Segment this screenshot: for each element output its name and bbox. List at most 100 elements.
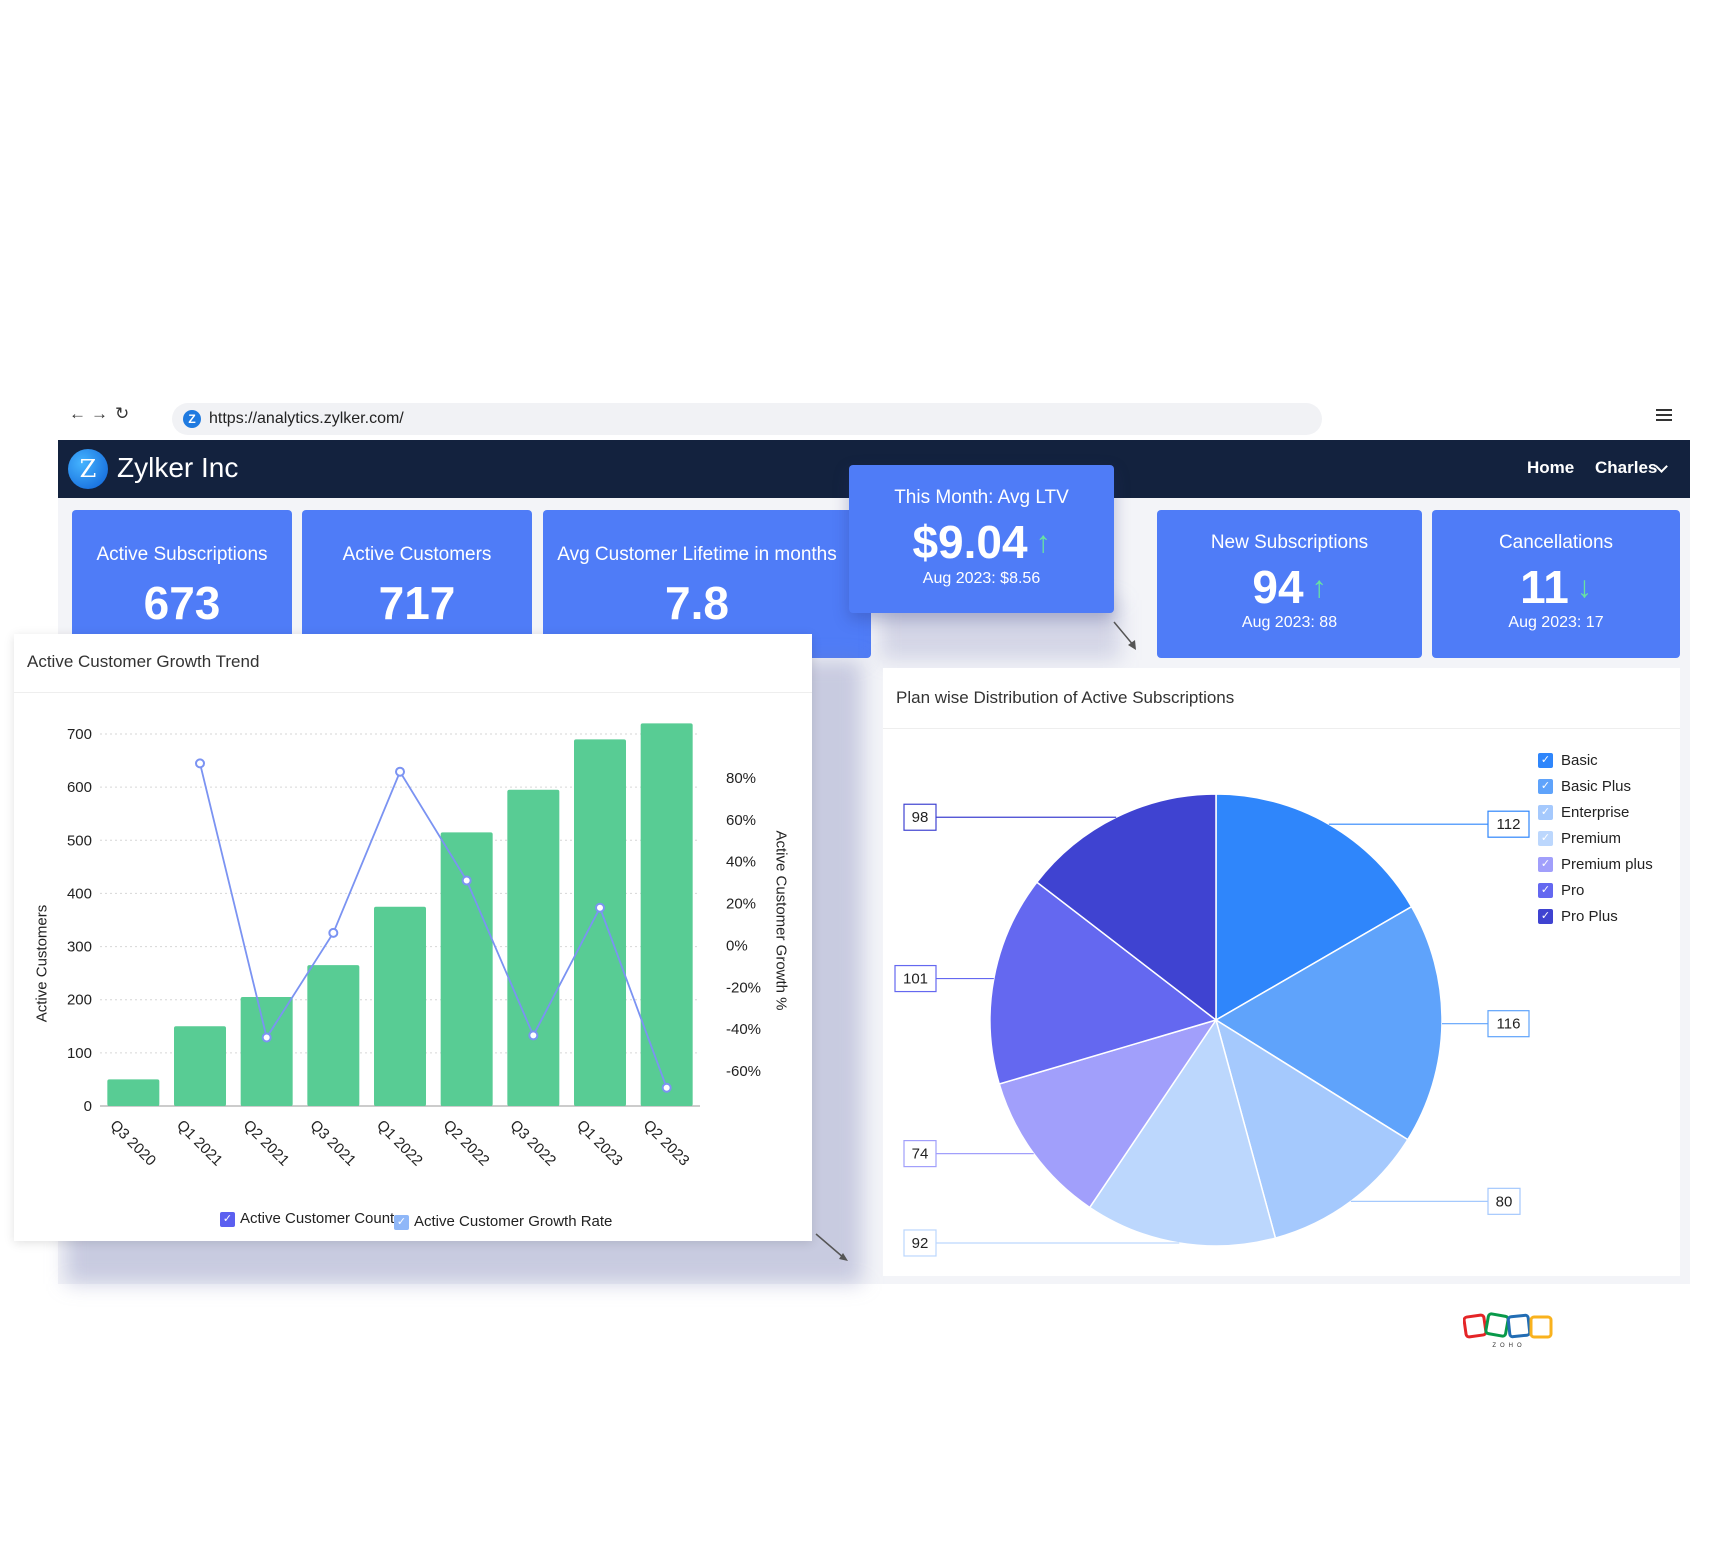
bar[interactable] bbox=[507, 789, 560, 1106]
kpi-subtext: Aug 2023: 17 bbox=[1508, 614, 1604, 631]
address-bar[interactable]: Z https://analytics.zylker.com/ bbox=[172, 403, 1322, 435]
bar[interactable] bbox=[174, 1026, 226, 1106]
legend-label-count: Active Customer Count bbox=[240, 1210, 395, 1227]
kpi-value: 717 bbox=[378, 577, 456, 629]
back-arrow-icon[interactable]: ← bbox=[69, 404, 86, 423]
kpi-value: $9.04 bbox=[912, 516, 1028, 568]
pie-legend-label: Premium plus bbox=[1561, 856, 1653, 873]
zoho-logo-icon: ZOHO bbox=[1463, 1312, 1553, 1349]
bar[interactable] bbox=[640, 723, 693, 1106]
divider bbox=[14, 692, 812, 693]
pie-data-label-box bbox=[1487, 1010, 1530, 1038]
x-tick-label: Q1 2022 bbox=[373, 1117, 426, 1170]
line-point[interactable] bbox=[395, 766, 405, 777]
arrow-up-icon: ↑ bbox=[1311, 571, 1327, 604]
checkbox-checked-icon[interactable]: ✓ bbox=[1538, 779, 1553, 794]
user-menu[interactable]: Charles bbox=[1595, 458, 1658, 477]
pointer-arrow-icon bbox=[815, 1233, 848, 1261]
pie-data-label-box bbox=[1487, 1187, 1521, 1215]
kpi-active-subscriptions: Active Subscriptions 673 bbox=[72, 510, 292, 658]
y-tick-label: 0 bbox=[84, 1098, 92, 1115]
pie-chart-title: Plan wise Distribution of Active Subscri… bbox=[896, 688, 1235, 707]
bar[interactable] bbox=[574, 739, 626, 1106]
checkbox-checked-icon[interactable]: ✓ bbox=[394, 1215, 409, 1230]
y2-axis-title: Active Customer Growth % bbox=[772, 830, 790, 1011]
brand-name: Zylker Inc bbox=[117, 452, 239, 483]
bar[interactable] bbox=[440, 832, 493, 1106]
y2-tick-label: 40% bbox=[726, 854, 756, 871]
pie-data-label-box bbox=[903, 803, 937, 831]
y-tick-label: 400 bbox=[67, 885, 92, 902]
y2-tick-label: 60% bbox=[726, 812, 756, 829]
line-point[interactable] bbox=[261, 1032, 272, 1043]
forward-arrow-icon[interactable]: → bbox=[91, 404, 108, 423]
kpi-value: 11 bbox=[1520, 561, 1569, 613]
kpi-label: Active Customers bbox=[342, 544, 492, 565]
y2-tick-label: -40% bbox=[726, 1021, 761, 1038]
y2-tick-label: 0% bbox=[726, 937, 748, 954]
pie-chart: 112 116 80 92 74 101 98 bbox=[894, 793, 1530, 1257]
pointer-arrow-icon bbox=[1113, 621, 1136, 650]
growth-rate-line bbox=[199, 763, 668, 1089]
bar[interactable] bbox=[374, 906, 426, 1106]
pie-legend-label: Basic Plus bbox=[1561, 778, 1632, 795]
arrow-down-icon: ↓ bbox=[1576, 571, 1592, 604]
checkbox-checked-icon[interactable]: ✓ bbox=[1538, 883, 1553, 898]
reload-icon[interactable]: ↻ bbox=[115, 404, 130, 423]
browser-menu-icon[interactable] bbox=[1656, 409, 1672, 421]
kpi-subtext: Aug 2023: $8.56 bbox=[922, 570, 1041, 587]
x-tick-label: Q3 2020 bbox=[107, 1117, 160, 1170]
y2-tick-label: 80% bbox=[726, 770, 756, 787]
x-tick-label: Q1 2023 bbox=[573, 1117, 626, 1170]
kpi-label: Cancellations bbox=[1498, 532, 1614, 553]
legend-label-rate: Active Customer Growth Rate bbox=[414, 1213, 613, 1230]
checkbox-checked-icon[interactable]: ✓ bbox=[1538, 857, 1553, 872]
checkbox-checked-icon[interactable]: ✓ bbox=[220, 1212, 235, 1227]
kpi-active-customers: Active Customers 717 bbox=[302, 510, 532, 658]
pie-legend-label: Enterprise bbox=[1561, 804, 1630, 821]
pie-legend-label: Pro bbox=[1561, 882, 1585, 899]
kpi-cancellations: Cancellations 11 ↓ Aug 2023: 17 bbox=[1432, 510, 1680, 658]
pie-slice[interactable] bbox=[1215, 793, 1413, 1022]
pie-slice[interactable] bbox=[1035, 793, 1217, 1022]
checkbox-checked-icon[interactable]: ✓ bbox=[1538, 909, 1553, 924]
line-point[interactable] bbox=[195, 758, 205, 769]
checkbox-checked-icon[interactable]: ✓ bbox=[1538, 753, 1553, 768]
site-favicon-icon: Z bbox=[183, 410, 201, 428]
brand-logo-icon[interactable]: Z bbox=[68, 449, 108, 489]
y-tick-label: 200 bbox=[67, 992, 92, 1009]
x-tick-label: Q2 2022 bbox=[440, 1117, 493, 1170]
pie-slice[interactable] bbox=[998, 1018, 1218, 1209]
pie-data-label-box bbox=[894, 964, 937, 993]
line-point[interactable] bbox=[661, 1082, 672, 1093]
y-tick-label: 100 bbox=[67, 1045, 92, 1062]
line-point[interactable] bbox=[461, 875, 472, 886]
pie-legend-label: Premium bbox=[1561, 830, 1622, 847]
line-point[interactable] bbox=[595, 902, 605, 913]
y-tick-label: 700 bbox=[67, 726, 92, 743]
pie-data-label-box bbox=[903, 1229, 937, 1257]
bar[interactable] bbox=[107, 1079, 160, 1106]
pie-slice[interactable] bbox=[1088, 1018, 1277, 1247]
bar[interactable] bbox=[307, 965, 360, 1106]
svg-text:ZOHO: ZOHO bbox=[1492, 1343, 1525, 1349]
checkbox-checked-icon[interactable]: ✓ bbox=[1538, 805, 1553, 820]
nav-home-link[interactable]: Home bbox=[1527, 458, 1575, 477]
growth-chart-title: Active Customer Growth Trend bbox=[27, 652, 260, 671]
kpi-new-subscriptions: New Subscriptions 94 ↑ Aug 2023: 88 bbox=[1157, 510, 1422, 658]
x-tick-label: Q2 2023 bbox=[640, 1117, 693, 1170]
pie-data-label: 80 bbox=[1496, 1193, 1513, 1210]
pie-data-label: 74 bbox=[912, 1146, 929, 1163]
checkbox-checked-icon[interactable]: ✓ bbox=[1538, 831, 1553, 846]
kpi-value: 673 bbox=[143, 577, 221, 629]
bar[interactable] bbox=[240, 997, 293, 1106]
line-point[interactable] bbox=[328, 927, 339, 938]
kpi-label: This Month: Avg LTV bbox=[894, 487, 1069, 508]
pie-data-label: 112 bbox=[1497, 816, 1521, 833]
pie-data-label: 92 bbox=[912, 1235, 929, 1252]
kpi-avg-lifetime: Avg Customer Lifetime in months 7.8 bbox=[543, 510, 871, 658]
kpi-subtext: Aug 2023: 88 bbox=[1241, 614, 1338, 631]
line-point[interactable] bbox=[528, 1030, 539, 1041]
y2-tick-label: -20% bbox=[726, 979, 761, 996]
y-tick-label: 300 bbox=[67, 939, 92, 956]
